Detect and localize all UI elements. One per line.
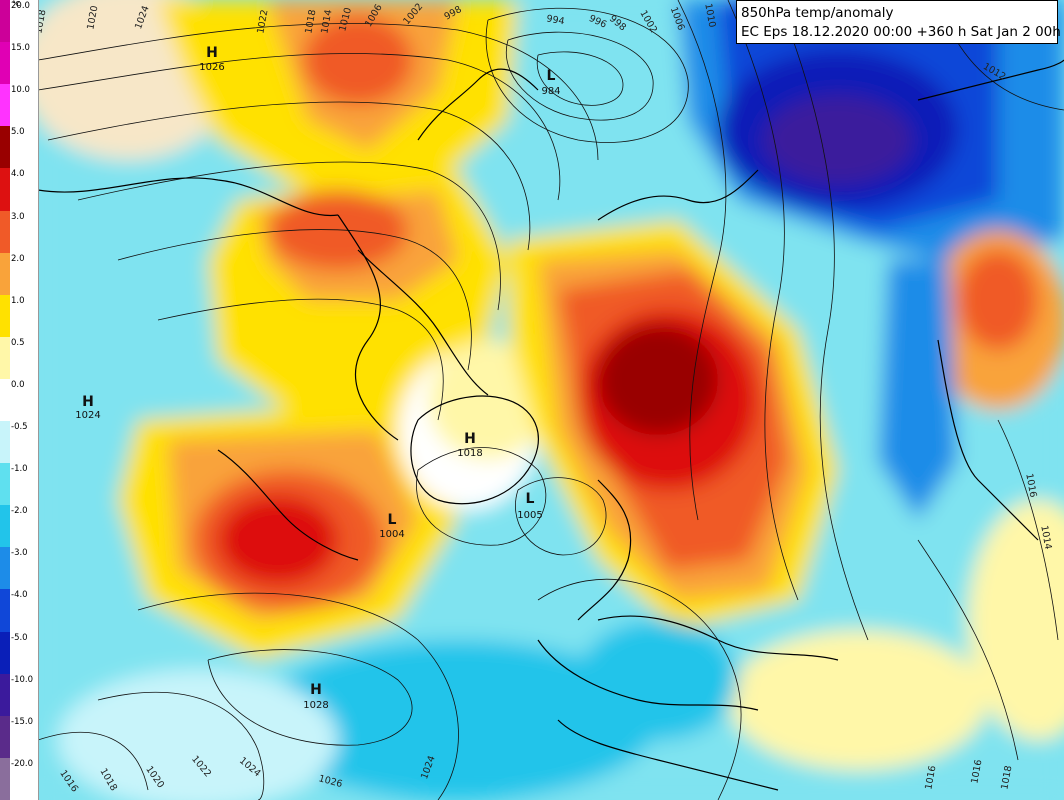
- legend-tick-label: 1.0: [11, 295, 25, 306]
- legend-swatch: [0, 294, 10, 338]
- isobar-label: 1014: [1038, 525, 1053, 551]
- title-box: 850hPa temp/anomaly EC Eps 18.12.2020 00…: [736, 0, 1061, 44]
- isobar-label: 1018: [303, 9, 318, 35]
- pressure-center-type: H: [464, 431, 476, 447]
- pressure-center-type: H: [310, 682, 322, 698]
- legend-swatch: [0, 126, 10, 169]
- pressure-center-value: 1004: [379, 529, 404, 540]
- legend-tick-label: -10.0: [11, 674, 33, 685]
- legend-tick-label: 20.0: [11, 1, 30, 11]
- pressure-center-type: H: [82, 394, 94, 410]
- legend-swatch: [0, 463, 10, 506]
- legend-swatch: [0, 673, 10, 717]
- legend-tick-label: 10.0: [11, 85, 30, 96]
- pressure-center: H 1018: [457, 431, 482, 459]
- legend-swatch: [0, 252, 10, 296]
- isobar-label: 1020: [85, 5, 100, 31]
- isobar-label: 1022: [255, 9, 270, 35]
- pressure-center: L 984: [541, 68, 560, 97]
- pressure-center: H 1024: [75, 394, 100, 421]
- legend-tick-label: 0.0: [11, 379, 25, 390]
- isobar-label: 994: [546, 13, 566, 27]
- map-canvas: 1018 1020 1024 1022 1018 1014 1010 1006 …: [38, 0, 1064, 800]
- isobar-label: 1018: [38, 9, 48, 35]
- title-line-1: 850hPa temp/anomaly: [741, 5, 894, 21]
- pressure-centers: H 1026 L 984 H 1024 H 1018 L 1004 L 1005: [75, 45, 560, 711]
- legend-swatch: [0, 715, 10, 759]
- pressure-center-type: L: [547, 68, 556, 84]
- legend-tick-label: 2.0: [11, 253, 25, 264]
- pressure-center: L 1005: [517, 491, 542, 521]
- legend-tick-label: 15.0: [11, 43, 30, 54]
- pressure-center: H 1026: [199, 45, 224, 73]
- pressure-center-value: 1024: [75, 410, 100, 421]
- legend-tick-label: 4.0: [11, 169, 25, 180]
- legend-swatch: [0, 505, 10, 548]
- isobar-label: 1016: [969, 759, 984, 785]
- legend-tick-label: -2.0: [11, 506, 28, 517]
- legend-swatch: [0, 0, 10, 43]
- pressure-center-value: 984: [541, 86, 560, 97]
- pressure-center: L 1004: [379, 512, 404, 540]
- title-line-2: EC Eps 18.12.2020 00:00 +360 h Sat Jan 2…: [741, 24, 1061, 40]
- legend-swatch: [0, 421, 10, 464]
- legend-tick-label: -4.0: [11, 590, 28, 601]
- legend-tick-label: -20.0: [11, 758, 33, 769]
- legend-unit: °C: [12, 0, 21, 8]
- legend-tick-label: 5.0: [11, 127, 25, 138]
- pressure-center-type: L: [388, 512, 397, 528]
- legend-tick-label: -0.5: [11, 422, 28, 433]
- pressure-center-value: 1018: [457, 448, 482, 459]
- isobar-label: 1010: [702, 3, 717, 29]
- legend-swatch: [0, 757, 10, 800]
- legend-swatch: [0, 547, 10, 590]
- legend-swatch: [0, 210, 10, 254]
- legend-swatch: [0, 631, 10, 675]
- isobar-label: 1016: [923, 765, 938, 791]
- legend-tick-label: 3.0: [11, 211, 25, 222]
- legend-tick-label: -1.0: [11, 464, 28, 475]
- legend-swatch: [0, 336, 10, 380]
- pressure-center-type: L: [526, 491, 535, 507]
- legend-tick-label: -3.0: [11, 548, 28, 559]
- legend-tick-label: -5.0: [11, 632, 28, 643]
- legend-swatch: [0, 378, 10, 422]
- pressure-center-type: H: [206, 45, 218, 61]
- pressure-center-value: 1026: [199, 62, 224, 73]
- coastline-layer: [38, 59, 1064, 791]
- pressure-center-value: 1028: [303, 700, 328, 711]
- legend-tick-label: 0.5: [11, 337, 25, 348]
- color-legend: °C 20.0 15.0 10.0 5.0 4.0 3.0 2.0 1.0 0.5 0.0 -0.5…: [0, 0, 39, 800]
- legend-swatch: [0, 42, 10, 85]
- anomaly-fill-layer: [38, 0, 1064, 800]
- isobar-label: 1016: [1023, 473, 1038, 499]
- legend-swatch: [0, 589, 10, 633]
- pressure-center-value: 1005: [517, 510, 542, 521]
- anomaly-map: 1018 1020 1024 1022 1018 1014 1010 1006 …: [38, 0, 1064, 800]
- isobar-label: 1014: [319, 9, 334, 35]
- legend-tick-label: -15.0: [11, 716, 33, 727]
- pressure-center: H 1028: [303, 682, 328, 711]
- legend-swatch: [0, 168, 10, 211]
- legend-swatch: [0, 84, 10, 127]
- isobar-label: 1018: [999, 765, 1014, 791]
